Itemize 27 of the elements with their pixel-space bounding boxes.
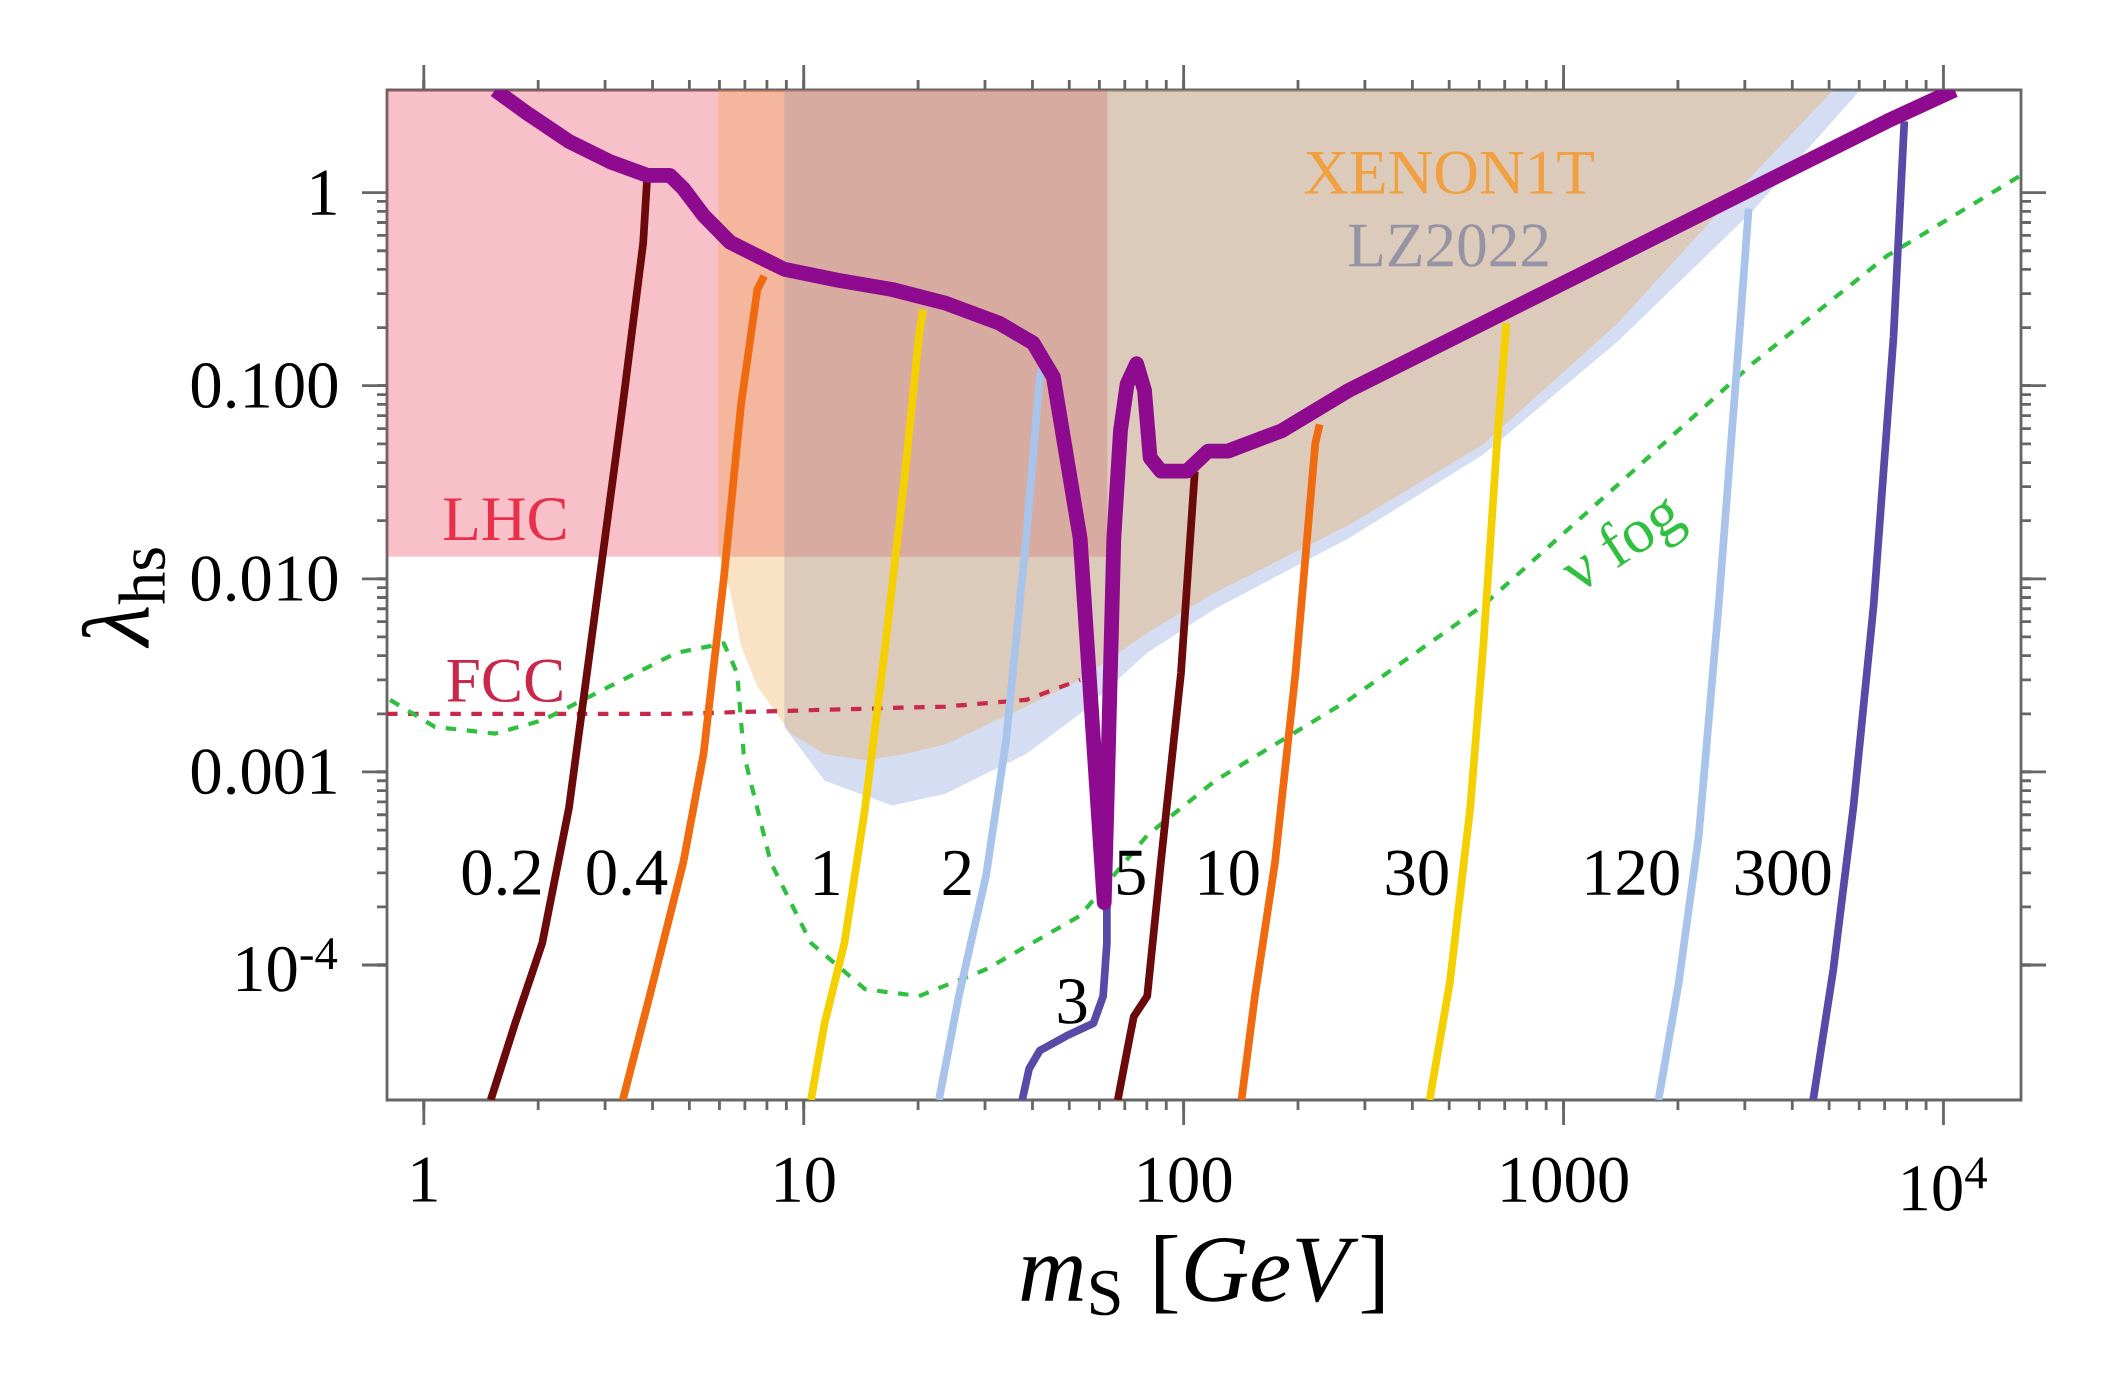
- y-tick-label: 0.010: [191, 556, 338, 602]
- y-axis-title: λ$_{hs}$: [81, 548, 166, 649]
- series-label: 2: [943, 850, 971, 895]
- x-tick-label: 10: [776, 1157, 835, 1203]
- y-tick-label: 1: [312, 170, 336, 215]
- y-tick-label: 10$^{-4}$: [237, 938, 338, 992]
- series-label: 1: [815, 850, 839, 895]
- series-label: 120: [1586, 850, 1679, 896]
- y-tick-label: 0.001: [191, 749, 336, 795]
- x-tick-label: 1: [412, 1157, 437, 1202]
- series-label: 5: [1117, 850, 1145, 896]
- series-label: 0.4: [587, 850, 668, 896]
- x-tick-label: 10$^{4}$: [1903, 1157, 1987, 1211]
- series-label: 300: [1735, 850, 1831, 896]
- series-label: XENON1T: [1304, 151, 1594, 195]
- text: ν fog: [1562, 498, 1689, 587]
- series-label: 10: [1200, 850, 1259, 896]
- x-axis-title: m$_{S}$ [GeV]: [1021, 1234, 1383, 1316]
- y-tick-label: 0.100: [191, 363, 338, 409]
- series-label: 0.2: [462, 850, 541, 896]
- x-tick-label: 1000: [1502, 1157, 1628, 1203]
- series-label: 3: [1058, 978, 1087, 1024]
- series-label: 30: [1386, 850, 1448, 896]
- x-tick-label: 100: [1139, 1157, 1232, 1203]
- series-label: LZ2022: [1349, 224, 1548, 267]
- series-label: LHC: [444, 497, 566, 541]
- series-label: FCC: [447, 659, 562, 703]
